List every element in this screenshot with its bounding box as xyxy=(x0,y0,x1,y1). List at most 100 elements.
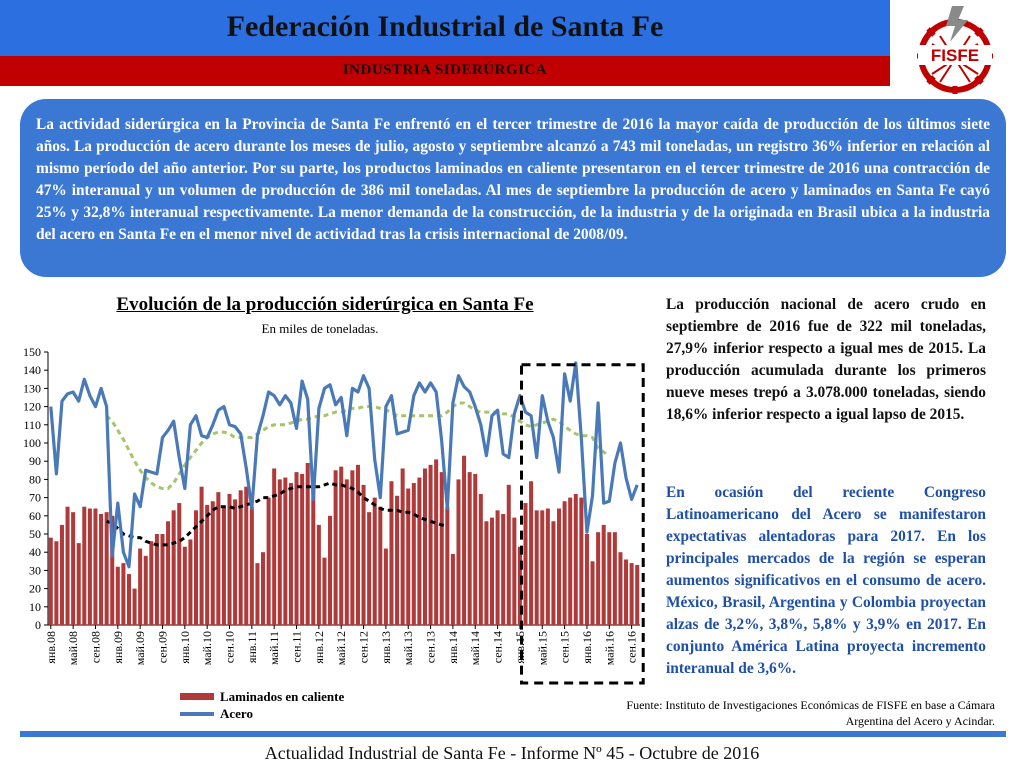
chart-subtitle: En miles de toneladas. xyxy=(261,321,379,336)
bar-laminados xyxy=(473,473,478,625)
bar-laminados xyxy=(573,493,578,625)
bar-laminados xyxy=(562,501,567,625)
x-tick-label: май.16 xyxy=(602,631,616,665)
bar-laminados xyxy=(411,483,416,625)
x-tick-label: сен.15 xyxy=(558,631,572,663)
x-tick-label: янв.16 xyxy=(580,631,594,664)
bar-laminados xyxy=(350,470,355,625)
bar-laminados xyxy=(523,503,528,625)
bar-laminados xyxy=(311,481,316,625)
bar-laminados xyxy=(126,574,131,625)
bar-laminados xyxy=(395,495,400,625)
legend-swatch-bar xyxy=(180,693,214,700)
bar-laminados xyxy=(193,510,199,625)
y-tick-label: 30 xyxy=(29,563,41,577)
bar-laminados xyxy=(48,537,53,625)
bar-laminados xyxy=(261,552,266,625)
bar-laminados xyxy=(54,541,59,625)
x-tick-label: май.15 xyxy=(535,631,549,665)
bar-laminados xyxy=(601,524,606,625)
bar-laminados xyxy=(624,559,629,625)
bar-laminados xyxy=(406,488,411,625)
bar-laminados xyxy=(177,503,182,625)
bar-laminados xyxy=(545,508,550,625)
bar-laminados xyxy=(584,534,589,625)
subheader-band xyxy=(0,56,890,86)
bar-laminados xyxy=(501,513,506,625)
bar-laminados xyxy=(422,468,427,625)
bar-laminados xyxy=(445,506,450,625)
y-tick-label: 90 xyxy=(29,454,41,468)
bar-laminados xyxy=(333,470,338,625)
source-note: Fuente: Instituto de Investigaciones Eco… xyxy=(626,698,995,728)
bar-laminados xyxy=(171,510,176,625)
fisfe-logo: FISFE xyxy=(917,6,993,94)
bar-laminados xyxy=(132,588,137,625)
bar-laminados xyxy=(59,524,64,625)
y-tick-label: 50 xyxy=(29,527,41,541)
x-tick-label: янв.11 xyxy=(245,631,259,663)
x-tick-label: май.08 xyxy=(66,631,80,665)
bar-laminados xyxy=(238,490,243,625)
bar-laminados xyxy=(110,515,115,625)
x-tick-label: май.10 xyxy=(200,631,214,665)
x-tick-label: сен.11 xyxy=(290,631,304,663)
legend-item-laminados: Laminados en caliente xyxy=(180,688,344,705)
chart-title: Evolución de la producción siderúrgica e… xyxy=(116,294,534,315)
y-tick-label: 70 xyxy=(29,491,41,505)
y-tick-label: 130 xyxy=(23,381,41,395)
bar-laminados xyxy=(557,508,562,625)
bar-laminados xyxy=(221,506,226,625)
bar-laminados xyxy=(199,486,204,625)
bar-laminados xyxy=(227,493,232,625)
bar-laminados xyxy=(378,506,383,625)
highlight-box xyxy=(520,363,645,685)
x-tick-label: сен.08 xyxy=(88,631,102,663)
legend-item-acero: Acero xyxy=(180,705,344,722)
summary-box xyxy=(20,99,1006,277)
y-tick-label: 10 xyxy=(29,600,41,614)
bar-laminados xyxy=(294,472,299,625)
bar-laminados xyxy=(121,563,126,625)
bar-laminados xyxy=(635,564,640,625)
bar-laminados xyxy=(344,479,349,625)
x-tick-label: май.09 xyxy=(133,631,147,665)
bar-laminados xyxy=(428,464,433,625)
bar-laminados xyxy=(534,510,539,625)
bar-laminados xyxy=(188,539,193,625)
x-tick-label: сен.16 xyxy=(625,631,639,663)
x-tick-label: янв.08 xyxy=(44,631,58,664)
x-tick-label: май.13 xyxy=(401,631,415,665)
x-tick-label: май.14 xyxy=(468,631,482,665)
bar-laminados xyxy=(166,521,171,625)
bar-laminados xyxy=(87,508,92,625)
bar-laminados xyxy=(590,561,595,625)
bar-laminados xyxy=(82,506,87,625)
congress-text: En ocasión del reciente Congreso Latinoa… xyxy=(666,484,986,677)
page-subtitle: INDUSTRIA SIDERÚRGICA xyxy=(342,62,548,78)
summary-text: La actividad siderúrgica en la Provincia… xyxy=(36,116,990,243)
bar-laminados xyxy=(467,472,472,625)
bar-laminados xyxy=(607,532,612,625)
x-tick-label: сен.14 xyxy=(491,631,505,663)
bar-laminados xyxy=(568,497,573,625)
bar-laminados xyxy=(389,481,394,625)
y-tick-label: 60 xyxy=(29,509,41,523)
bar-laminados xyxy=(478,493,483,625)
bar-laminados xyxy=(143,555,148,625)
x-tick-label: янв.09 xyxy=(111,631,125,664)
bar-laminados xyxy=(149,541,154,625)
y-tick-label: 150 xyxy=(23,345,41,359)
bar-laminados xyxy=(255,563,260,625)
bar-laminados xyxy=(115,566,120,625)
bar-laminados xyxy=(266,497,271,625)
bar-laminados xyxy=(462,455,467,625)
bar-laminados xyxy=(612,532,617,625)
x-tick-label: янв.13 xyxy=(379,631,393,664)
bar-laminados xyxy=(288,483,293,625)
bar-laminados xyxy=(361,484,366,625)
bar-laminados xyxy=(383,548,388,625)
bar-laminados xyxy=(495,510,500,625)
chart-legend: Laminados en caliente Acero xyxy=(180,688,344,722)
bar-laminados xyxy=(434,459,439,625)
